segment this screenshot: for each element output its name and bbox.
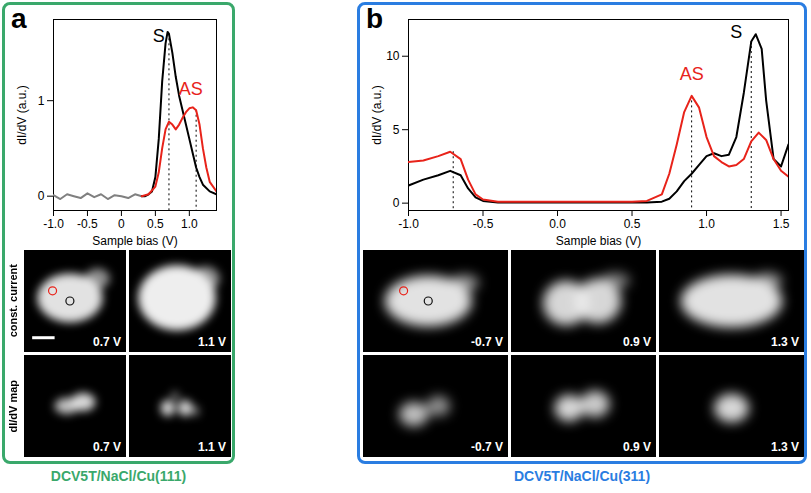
svg-text:0.5: 0.5 bbox=[624, 217, 641, 231]
svg-text:0: 0 bbox=[118, 217, 125, 231]
svg-text:-0.7 V: -0.7 V bbox=[471, 440, 503, 454]
svg-text:1.0: 1.0 bbox=[181, 217, 198, 231]
svg-text:Sample bias (V): Sample bias (V) bbox=[92, 234, 177, 248]
svg-text:-0.5: -0.5 bbox=[473, 217, 494, 231]
svg-text:5: 5 bbox=[393, 123, 400, 137]
svg-text:-0.7 V: -0.7 V bbox=[471, 335, 503, 349]
svg-text:S: S bbox=[730, 22, 742, 42]
html-text:a: a bbox=[11, 3, 27, 34]
svg-text:0.7 V: 0.7 V bbox=[93, 335, 121, 349]
svg-text:0.5: 0.5 bbox=[147, 217, 164, 231]
svg-text:1.1 V: 1.1 V bbox=[198, 335, 226, 349]
svg-text:AS: AS bbox=[179, 79, 203, 99]
svg-text:10: 10 bbox=[386, 49, 400, 63]
svg-text:dI/dV (a.u.): dI/dV (a.u.) bbox=[15, 85, 29, 144]
svg-text:AS: AS bbox=[680, 64, 704, 84]
svg-text:1.3 V: 1.3 V bbox=[771, 335, 799, 349]
svg-text:0.0: 0.0 bbox=[549, 217, 566, 231]
svg-text:dI/dV (a.u.): dI/dV (a.u.) bbox=[370, 85, 384, 144]
svg-text:Sample bias (V): Sample bias (V) bbox=[556, 234, 641, 248]
svg-text:0: 0 bbox=[393, 196, 400, 210]
svg-text:0: 0 bbox=[38, 189, 45, 203]
html-text:DCV5T/NaCl/Cu(111): DCV5T/NaCl/Cu(111) bbox=[50, 468, 187, 484]
svg-text:1: 1 bbox=[38, 94, 45, 108]
html-text:dI/dV map: dI/dV map bbox=[7, 379, 19, 433]
svg-text:0.9 V: 0.9 V bbox=[623, 440, 651, 454]
svg-text:1.3 V: 1.3 V bbox=[771, 440, 799, 454]
html-text:const. current: const. current bbox=[7, 264, 19, 338]
svg-text:1.0: 1.0 bbox=[698, 217, 715, 231]
svg-text:1.5: 1.5 bbox=[773, 217, 790, 231]
svg-text:S: S bbox=[153, 25, 165, 45]
svg-text:-0.5: -0.5 bbox=[77, 217, 98, 231]
svg-text:0.9 V: 0.9 V bbox=[623, 335, 651, 349]
svg-text:-1.0: -1.0 bbox=[398, 217, 419, 231]
svg-text:-1.0: -1.0 bbox=[43, 217, 64, 231]
html-text:b: b bbox=[366, 3, 384, 34]
html-text:DCV5T/NaCl/Cu(311): DCV5T/NaCl/Cu(311) bbox=[513, 468, 651, 484]
svg-text:0.7 V: 0.7 V bbox=[93, 440, 121, 454]
svg-text:1.1 V: 1.1 V bbox=[198, 440, 226, 454]
